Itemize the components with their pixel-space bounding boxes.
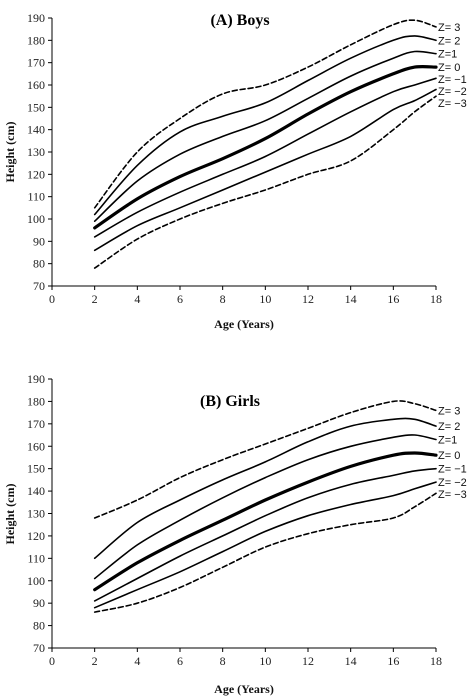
series-label: Z= −1 — [438, 464, 467, 476]
series-line-1 — [93, 35, 437, 216]
series-label: Z= −3 — [438, 98, 467, 110]
series-line-5 — [93, 88, 437, 252]
y-tick-label: 100 — [27, 574, 45, 588]
series-label: Z= 2 — [438, 35, 460, 47]
series-line-0 — [93, 19, 437, 209]
y-tick-label: 70 — [33, 641, 45, 655]
x-tick-label: 16 — [387, 654, 399, 668]
series-label: Z= −3 — [438, 489, 467, 501]
y-tick-label: 140 — [27, 484, 45, 498]
girls-height-chart: 70 80 90 100 110 120 130 140 150 160 170 180 190 0 2 4… — [3, 372, 467, 696]
series-line-0 — [93, 400, 437, 519]
x-tick-label: 0 — [49, 292, 55, 306]
x-tick-labels: 0 2 4 6 8 10 12 14 16 18 — [49, 292, 442, 306]
x-tick-label: 6 — [177, 654, 183, 668]
tick-marks — [48, 378, 437, 652]
plot-area: 70 80 90 100 110 120 130 140 150 160 170 180 190 0 2 4… — [27, 11, 467, 306]
series-lines — [93, 400, 438, 613]
series-label: Z= 3 — [438, 22, 460, 34]
series-line-1 — [93, 417, 437, 560]
y-tick-label: 150 — [27, 100, 45, 114]
y-tick-label: 130 — [27, 507, 45, 521]
y-tick-label: 70 — [33, 279, 45, 293]
series-line-6 — [93, 492, 437, 613]
y-tick-labels: 70 80 90 100 110 120 130 140 150 160 170 180 190 — [27, 11, 45, 293]
series-lines — [93, 19, 438, 269]
x-tick-label: 4 — [134, 654, 140, 668]
x-tick-label: 14 — [345, 292, 357, 306]
y-tick-label: 120 — [27, 167, 45, 181]
y-tick-label: 160 — [27, 78, 45, 92]
x-tick-label: 0 — [49, 654, 55, 668]
x-tick-label: 6 — [177, 292, 183, 306]
x-tick-label: 10 — [259, 654, 271, 668]
series-line-5 — [93, 481, 437, 609]
y-tick-label: 170 — [27, 56, 45, 70]
y-tick-label: 150 — [27, 462, 45, 476]
series-line-2 — [93, 434, 437, 580]
series-label: Z=1 — [438, 49, 457, 61]
series-line-4 — [93, 467, 437, 602]
series-label: Z= −2 — [438, 477, 467, 489]
y-tick-label: 160 — [27, 439, 45, 453]
y-axis-label: Height (cm) — [3, 122, 17, 183]
y-tick-label: 180 — [27, 33, 45, 47]
y-tick-label: 180 — [27, 394, 45, 408]
x-axis-label: Age (Years) — [214, 682, 274, 696]
y-tick-label: 80 — [33, 257, 45, 271]
series-line-6 — [93, 95, 437, 269]
x-tick-label: 12 — [302, 654, 314, 668]
x-tick-label: 10 — [259, 292, 271, 306]
x-tick-label: 18 — [430, 654, 442, 668]
y-tick-label: 170 — [27, 417, 45, 431]
x-tick-label: 14 — [345, 654, 357, 668]
series-label: Z= 0 — [438, 62, 460, 74]
series-labels: Z= 3 Z= 2 Z=1 Z= 0 Z= −1Z= −2Z= −3 — [438, 405, 467, 501]
y-tick-label: 130 — [27, 145, 45, 159]
series-line-2 — [93, 50, 437, 222]
y-tick-label: 100 — [27, 212, 45, 226]
series-label: Z= 3 — [438, 405, 460, 417]
y-tick-label: 140 — [27, 123, 45, 137]
tick-marks — [48, 17, 437, 290]
x-tick-label: 4 — [134, 292, 140, 306]
series-label: Z= −2 — [438, 86, 467, 98]
y-tick-label: 110 — [27, 190, 45, 204]
series-label: Z= 2 — [438, 421, 460, 433]
y-axis-label: Height (cm) — [3, 484, 17, 545]
series-line-4 — [93, 77, 437, 238]
series-line-3 — [93, 65, 438, 230]
series-label: Z= 0 — [438, 450, 460, 462]
series-labels: Z= 3Z= 2 Z=1Z= 0Z= −1Z= −2Z= −3 — [438, 22, 467, 110]
x-tick-label: 8 — [220, 292, 226, 306]
chart-title: (A) Boys — [210, 12, 269, 29]
x-tick-label: 12 — [302, 292, 314, 306]
x-tick-labels: 0 2 4 6 8 10 12 14 16 18 — [49, 654, 442, 668]
y-tick-labels: 70 80 90 100 110 120 130 140 150 160 170 180 190 — [27, 372, 45, 655]
y-tick-label: 80 — [33, 619, 45, 633]
x-tick-label: 2 — [92, 292, 98, 306]
y-tick-label: 90 — [33, 596, 45, 610]
series-label: Z= −1 — [438, 74, 467, 86]
y-tick-label: 90 — [33, 234, 45, 248]
y-tick-label: 190 — [27, 372, 45, 386]
boys-height-chart: 70 80 90 100 110 120 130 140 150 160 170 180 190 0 2 4… — [3, 11, 467, 331]
series-label: Z=1 — [438, 435, 457, 447]
y-tick-label: 110 — [27, 551, 45, 565]
chart-title: (B) Girls — [200, 393, 260, 410]
plot-area: 70 80 90 100 110 120 130 140 150 160 170 180 190 0 2 4… — [27, 372, 467, 668]
series-line-3 — [93, 451, 438, 592]
y-tick-label: 120 — [27, 529, 45, 543]
x-tick-label: 8 — [220, 654, 226, 668]
x-tick-label: 18 — [430, 292, 442, 306]
x-axis-label: Age (Years) — [214, 317, 274, 331]
x-tick-label: 16 — [387, 292, 399, 306]
y-tick-label: 190 — [27, 11, 45, 25]
x-tick-label: 2 — [92, 654, 98, 668]
